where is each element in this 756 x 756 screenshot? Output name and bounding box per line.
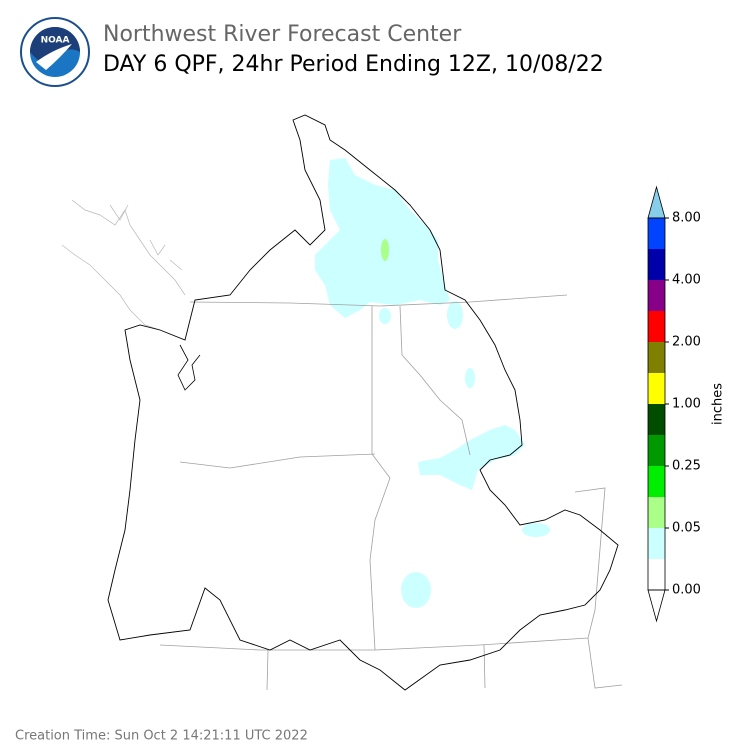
colorbar-bin [648, 435, 665, 466]
colorbar: inches 0.00 0.05 0.25 1.00 2.00 4.00 8.00 [647, 185, 726, 623]
colorbar-bin [648, 280, 665, 311]
basin-outline [107, 114, 619, 691]
colorbar-tick-label: 1.00 [672, 397, 701, 412]
qpf-area [522, 523, 550, 537]
colorbar-label: inches [711, 383, 726, 425]
colorbar-tick-label: 0.25 [672, 459, 701, 474]
qpf-area [381, 239, 389, 261]
colorbar-tick-label: 2.00 [672, 335, 701, 350]
colorbar-bin [648, 373, 665, 404]
qpf-area [465, 368, 475, 388]
state-boundary [159, 294, 623, 691]
map-title: DAY 6 QPF, 24hr Period Ending 12Z, 10/08… [103, 52, 604, 77]
colorbar-bin [648, 404, 665, 435]
puget-sound [177, 344, 201, 391]
colorbar-tick-label: 4.00 [672, 273, 701, 288]
qpf-area [315, 158, 450, 318]
colorbar-under [647, 589, 666, 623]
colorbar-tick-label: 8.00 [672, 211, 701, 226]
colorbar-bin [648, 218, 665, 249]
qpf-area [406, 246, 434, 278]
bc-coast [61, 199, 186, 331]
logo-top [30, 27, 80, 64]
colorbar-bin [648, 528, 665, 559]
qpf-area [401, 572, 431, 608]
map [61, 114, 623, 691]
org-name: Northwest River Forecast Center [103, 22, 462, 47]
qpf-area [379, 308, 391, 324]
colorbar-bin [648, 342, 665, 373]
colorbar-tick-label: 0.05 [672, 521, 701, 536]
qpf-area [418, 425, 525, 490]
logo-text: NOAA [41, 36, 70, 46]
noaa-logo: NOAA [20, 17, 90, 87]
colorbar-bin [648, 559, 665, 590]
colorbar-bin [648, 497, 665, 528]
creation-time: Creation Time: Sun Oct 2 14:21:11 UTC 20… [15, 729, 308, 744]
colorbar-bin [648, 249, 665, 280]
colorbar-bin [648, 466, 665, 497]
colorbar-bin [648, 311, 665, 342]
colorbar-tick-label: 0.00 [672, 583, 701, 598]
colorbar-over [647, 185, 666, 219]
logo-bird [36, 44, 72, 70]
qpf-area [447, 301, 463, 329]
